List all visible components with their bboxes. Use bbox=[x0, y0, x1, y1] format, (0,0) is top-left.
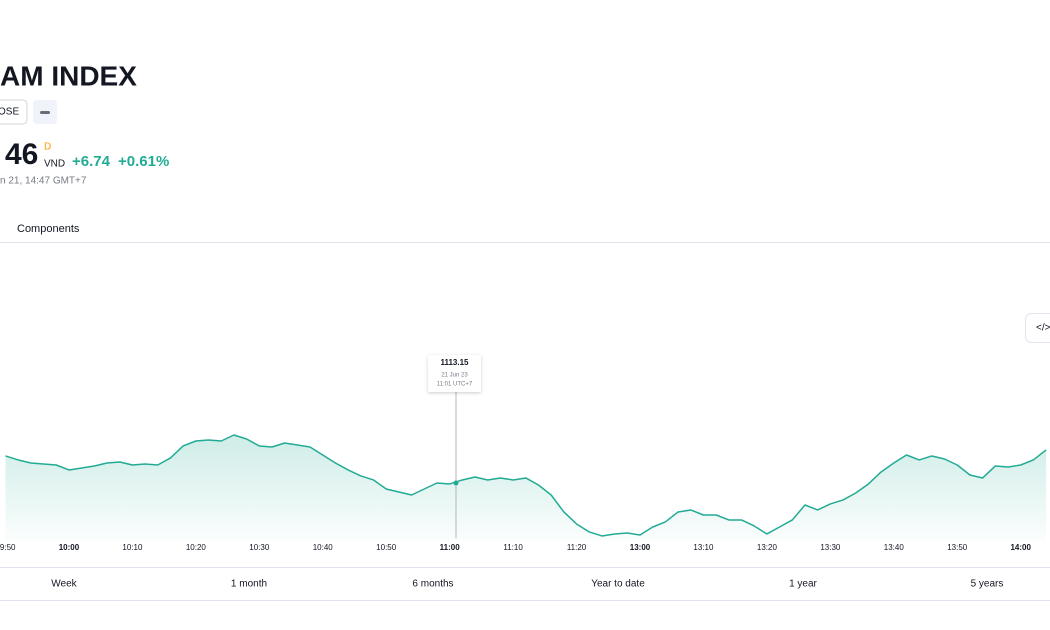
range-button[interactable]: Year to date bbox=[591, 579, 645, 590]
exchange-label: OSE bbox=[0, 107, 19, 118]
x-tick-label: 11:00 bbox=[440, 543, 461, 552]
dash-icon bbox=[40, 111, 50, 114]
tooltip-time: 11:01 UTC+7 bbox=[437, 382, 473, 388]
status-button[interactable] bbox=[33, 100, 57, 124]
range-button[interactable]: Week bbox=[51, 579, 77, 590]
x-tick-label: 10:30 bbox=[249, 543, 270, 552]
x-tick-label: 13:40 bbox=[884, 543, 905, 552]
x-tick-label: 09:50 bbox=[0, 543, 16, 552]
x-tick-label: 10:50 bbox=[376, 543, 397, 552]
tooltip-box bbox=[427, 355, 481, 392]
price-line bbox=[5, 434, 1047, 537]
x-tick-label: 11:10 bbox=[503, 543, 523, 552]
embed-label: </> bbox=[1036, 323, 1050, 334]
tab[interactable]: Components bbox=[17, 223, 80, 235]
button-frame bbox=[1025, 313, 1050, 343]
timestamp: n 21, 14:47 GMT+7 bbox=[0, 176, 87, 187]
tooltip-value: 1113.15 bbox=[440, 358, 469, 367]
x-tick-label: 10:20 bbox=[186, 543, 207, 552]
area bbox=[5, 435, 1047, 541]
embed-button[interactable]: </> bbox=[1025, 313, 1050, 343]
range-button[interactable]: 6 months bbox=[412, 579, 453, 590]
chart: 09:50 10:00 10:10 10:20 10:30 10:40 10:50 11:00… bbox=[0, 355, 1047, 552]
x-tick-label: 13:50 bbox=[947, 543, 968, 552]
x-tick-label: 10:10 bbox=[122, 543, 143, 552]
range-button[interactable]: 1 year bbox=[789, 579, 817, 590]
x-tick-label: 10:00 bbox=[59, 543, 80, 552]
x-tick-label: 13:20 bbox=[757, 543, 778, 552]
price: 46 bbox=[5, 138, 38, 171]
x-tick-label: 14:00 bbox=[1010, 543, 1031, 552]
x-tick-label: 13:00 bbox=[630, 543, 651, 552]
x-tick-label: 13:10 bbox=[693, 543, 714, 552]
change-percent: +0.61% bbox=[118, 153, 169, 170]
tooltip-date: 21 Jun 23 bbox=[441, 373, 468, 379]
x-tick-label: 11:20 bbox=[567, 543, 587, 552]
price-flag: D bbox=[44, 142, 51, 153]
x-tick-label: 10:40 bbox=[313, 543, 334, 552]
range-button[interactable]: 1 month bbox=[231, 579, 267, 590]
change: +6.74 bbox=[72, 153, 111, 170]
crosshair-point bbox=[453, 480, 459, 486]
symbol-title: AM INDEX bbox=[0, 60, 137, 91]
x-tick-label: 13:30 bbox=[820, 543, 841, 552]
button-frame bbox=[0, 99, 28, 125]
currency: VND bbox=[44, 159, 65, 170]
range-button[interactable]: 5 years bbox=[971, 579, 1004, 590]
exchange-button[interactable]: OSE bbox=[0, 99, 28, 125]
